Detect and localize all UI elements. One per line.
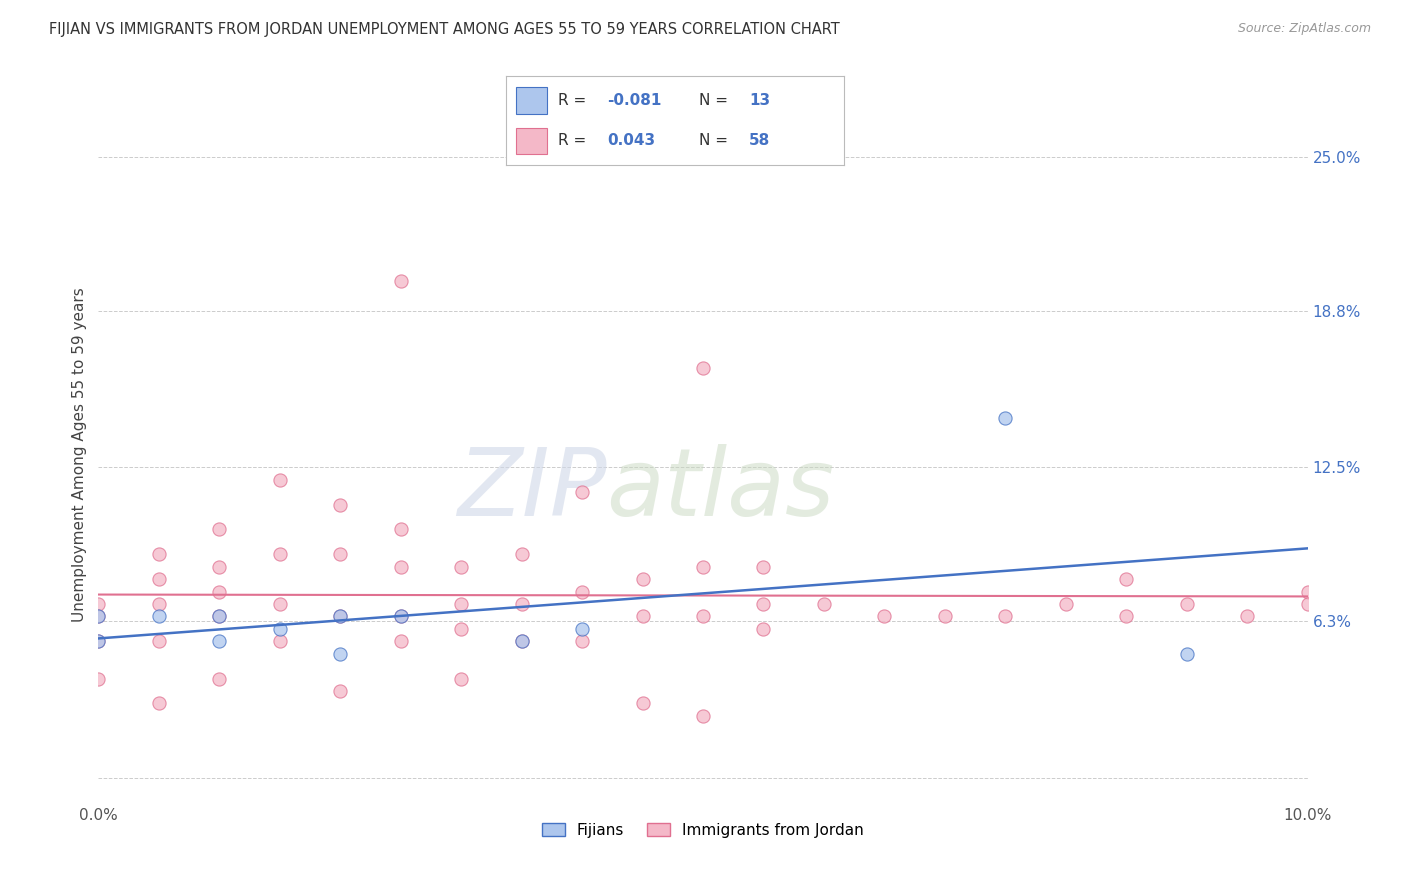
Point xyxy=(87,609,110,624)
Point xyxy=(873,609,896,624)
FancyBboxPatch shape xyxy=(516,128,547,154)
Point xyxy=(510,634,533,648)
Text: R =: R = xyxy=(558,134,592,148)
Point xyxy=(329,547,352,561)
Point xyxy=(692,708,714,723)
Point xyxy=(631,572,654,586)
Point xyxy=(752,559,775,574)
Point xyxy=(934,609,956,624)
Text: 13: 13 xyxy=(749,94,770,108)
Text: Source: ZipAtlas.com: Source: ZipAtlas.com xyxy=(1237,22,1371,36)
Point xyxy=(148,609,170,624)
Point xyxy=(389,609,412,624)
Point xyxy=(269,473,291,487)
Point xyxy=(329,498,352,512)
Point xyxy=(450,622,472,636)
Point xyxy=(269,597,291,611)
Point xyxy=(87,634,110,648)
Point xyxy=(329,684,352,698)
Point xyxy=(208,523,231,537)
Point xyxy=(510,597,533,611)
Point xyxy=(631,609,654,624)
Point xyxy=(389,609,412,624)
Point xyxy=(208,609,231,624)
Point xyxy=(1175,647,1198,661)
Point xyxy=(87,634,110,648)
Point xyxy=(510,634,533,648)
Text: N =: N = xyxy=(699,94,733,108)
Point xyxy=(148,634,170,648)
Point xyxy=(87,672,110,686)
Point xyxy=(510,547,533,561)
Point xyxy=(208,559,231,574)
Point xyxy=(994,410,1017,425)
Point xyxy=(571,634,593,648)
Text: atlas: atlas xyxy=(606,444,835,535)
Point xyxy=(752,597,775,611)
Point xyxy=(1175,597,1198,611)
Point xyxy=(208,634,231,648)
Text: ZIP: ZIP xyxy=(457,444,606,535)
Text: R =: R = xyxy=(558,94,592,108)
Point xyxy=(571,485,593,500)
Point xyxy=(813,597,835,611)
Point xyxy=(208,584,231,599)
Point xyxy=(269,634,291,648)
Point xyxy=(450,559,472,574)
Point xyxy=(752,622,775,636)
Point xyxy=(329,609,352,624)
Point xyxy=(1236,609,1258,624)
Point xyxy=(208,672,231,686)
Point xyxy=(329,609,352,624)
Point xyxy=(329,647,352,661)
Text: -0.081: -0.081 xyxy=(607,94,662,108)
Text: 58: 58 xyxy=(749,134,770,148)
Legend: Fijians, Immigrants from Jordan: Fijians, Immigrants from Jordan xyxy=(536,816,870,844)
Point xyxy=(1054,597,1077,611)
Point xyxy=(389,634,412,648)
Text: FIJIAN VS IMMIGRANTS FROM JORDAN UNEMPLOYMENT AMONG AGES 55 TO 59 YEARS CORRELAT: FIJIAN VS IMMIGRANTS FROM JORDAN UNEMPLO… xyxy=(49,22,839,37)
Point xyxy=(87,597,110,611)
Text: N =: N = xyxy=(699,134,733,148)
Point xyxy=(692,559,714,574)
Point xyxy=(994,609,1017,624)
Point xyxy=(692,609,714,624)
Point xyxy=(389,523,412,537)
Y-axis label: Unemployment Among Ages 55 to 59 years: Unemployment Among Ages 55 to 59 years xyxy=(72,287,87,623)
Point xyxy=(269,547,291,561)
Point xyxy=(269,622,291,636)
Text: 0.043: 0.043 xyxy=(607,134,655,148)
Point xyxy=(148,572,170,586)
Point xyxy=(450,672,472,686)
Point xyxy=(87,609,110,624)
Point xyxy=(571,622,593,636)
Point xyxy=(1296,584,1319,599)
Point xyxy=(1296,597,1319,611)
Point xyxy=(571,584,593,599)
Point xyxy=(1115,572,1137,586)
FancyBboxPatch shape xyxy=(516,87,547,114)
Point xyxy=(208,609,231,624)
Point xyxy=(450,597,472,611)
Point xyxy=(148,597,170,611)
Point xyxy=(692,360,714,375)
Point xyxy=(389,559,412,574)
Point xyxy=(389,274,412,288)
Point xyxy=(631,697,654,711)
Point xyxy=(148,697,170,711)
Point xyxy=(148,547,170,561)
Point xyxy=(1115,609,1137,624)
